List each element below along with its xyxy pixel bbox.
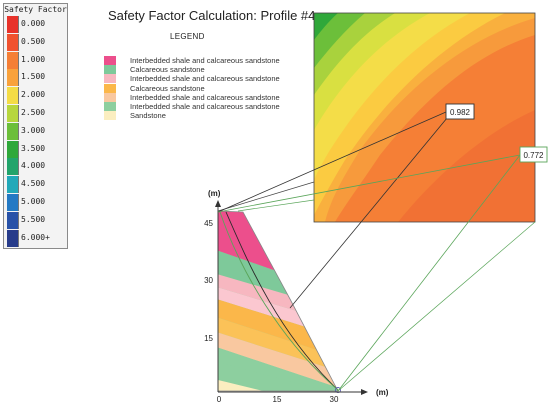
scale-entry: 2.000 [7,87,64,105]
scale-label: 3.500 [21,143,46,153]
scale-swatch [7,176,19,194]
inset-leader-lines [217,181,536,392]
scale-entry: 1.500 [7,69,64,87]
x-tick-30: 30 [330,395,339,404]
scale-swatch [7,105,19,122]
contour-inset [313,12,536,223]
scale-label: 5.000 [21,197,46,206]
scale-label: 5.500 [21,214,46,224]
legend-label: Interbedded shale and calcareous sandsto… [130,56,280,65]
legend-swatch [104,111,116,121]
scale-entry: 5.000 [7,194,64,211]
legend-swatch [104,102,116,111]
scale-entry: 0.500 [7,33,64,51]
callout-0772-leader-top [217,154,521,213]
scale-title: Safety Factor [4,5,67,14]
scale-entry: 3.500 [7,140,64,158]
scale-label: 0.000 [21,19,46,28]
legend-swatch [104,74,116,84]
scale-swatch [7,33,19,51]
y-axis-unit: (m) [208,189,221,198]
callout-0982-leader [289,111,453,309]
profile-axes [215,200,368,395]
scale-swatch [7,122,19,140]
legend-label: Calcareous sandstone [130,65,205,75]
legend-label: Interbedded shale and calcareous sandsto… [130,74,280,84]
scale-entry: 6.000+ [7,229,64,247]
scale-swatch [7,140,19,158]
legend-label: Interbedded shale and calcareous sandsto… [130,102,280,111]
scale-label: 4.500 [21,179,46,189]
callout-0982-box [445,103,475,120]
x-tick-0: 0 [217,395,222,404]
legend-swatch [104,56,116,65]
scale-swatch [7,69,19,87]
x-axis-unit: (m) [376,388,389,397]
scale-entry: 2.500 [7,105,64,122]
scale-swatch [7,194,19,211]
scale-swatch [7,158,19,176]
scale-swatch [7,211,19,229]
y-tick-15: 15 [204,334,213,343]
scale-entry: 3.000 [7,122,64,140]
slope-profile [217,210,341,393]
legend-swatch [104,92,116,102]
scale-label: 2.500 [21,108,46,117]
callout-0982-leader-top [217,111,447,213]
scale-label: 1.000 [21,54,46,64]
scale-entry: 4.500 [7,176,64,194]
callout-0772-leader [337,154,521,392]
scale-swatch [7,87,19,105]
scale-label: 4.000 [21,161,46,171]
scale-swatch [7,16,19,33]
y-tick-30: 30 [204,276,213,285]
legend-label: Sandstone [130,111,166,121]
legend-title: LEGEND [170,32,205,41]
scale-label: 1.500 [21,72,46,82]
legend-label: Calcareous sandstone [130,83,205,93]
legend-swatch [104,65,116,75]
x-tick-15: 15 [273,395,282,404]
legend-swatch [104,83,116,93]
callout-0772-box [519,146,548,163]
callout-0772-value: 0.772 [523,151,544,160]
scale-swatch [7,229,19,247]
scale-label: 6.000+ [21,232,50,242]
page-title: Safety Factor Calculation: Profile #4 [108,8,316,23]
y-tick-45: 45 [204,219,213,228]
scale-entry: 0.000 [7,16,64,33]
scale-label: 3.000 [21,125,46,135]
safety-factor-scale: Safety Factor 0.000 0.500 1.000 1.500 2.000 2… [3,3,68,249]
scale-label: 2.000 [21,90,46,100]
scale-entry: 4.000 [7,158,64,176]
scale-label: 0.500 [21,36,46,46]
legend-label: Interbedded shale and calcareous sandsto… [130,92,280,102]
callout-0982-value: 0.982 [450,108,471,117]
scale-swatch [7,51,19,69]
scale-entry: 5.500 [7,211,64,229]
scale-entry: 1.000 [7,51,64,69]
